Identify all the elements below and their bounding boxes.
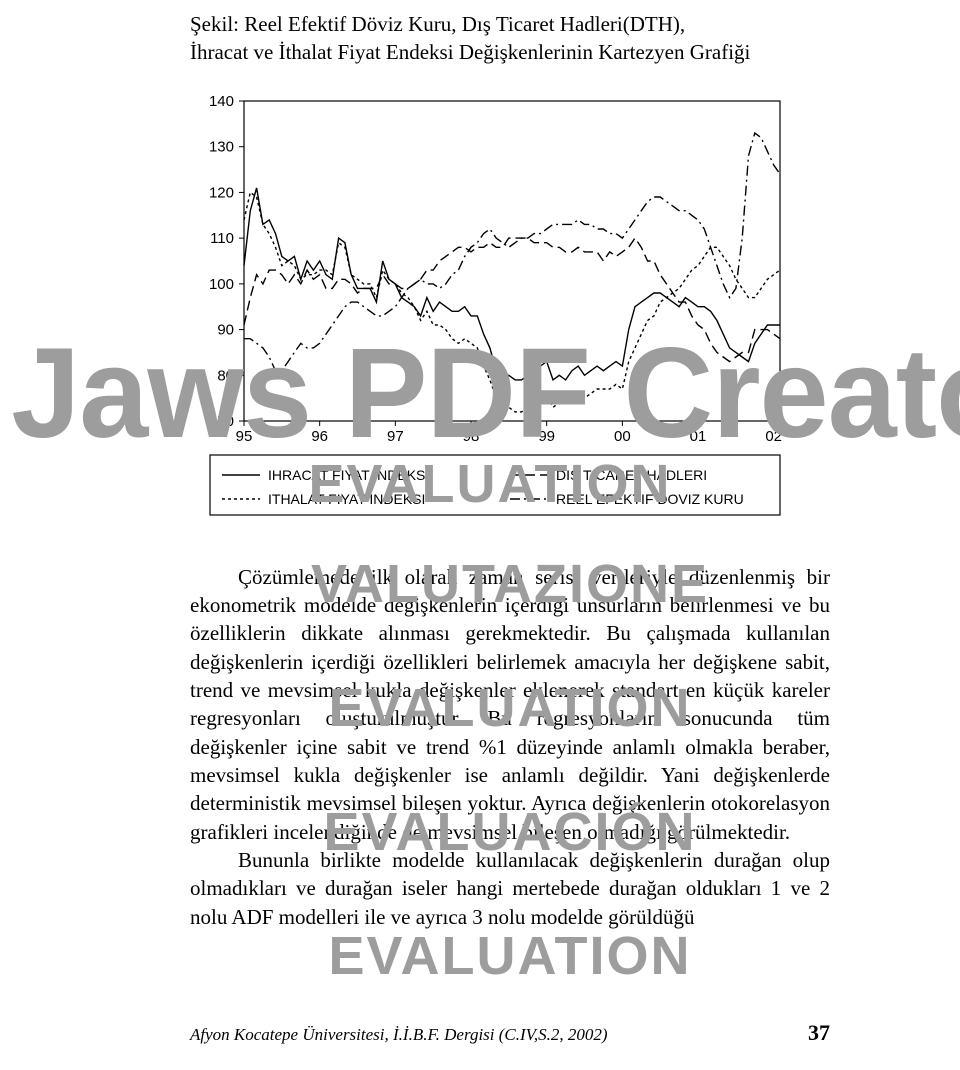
svg-text:97: 97: [387, 428, 404, 445]
svg-text:110: 110: [210, 230, 234, 247]
footer-journal: Afyon Kocatepe Üniversitesi, İ.İ.B.F. De…: [190, 1025, 608, 1045]
svg-text:120: 120: [209, 184, 234, 201]
caption-line-1: Şekil: Reel Efektif Döviz Kuru, Dış Tica…: [190, 12, 685, 36]
svg-text:70: 70: [217, 413, 234, 430]
caption-line-2: İhracat ve İthalat Fiyat Endeksi Değişke…: [190, 40, 750, 64]
svg-text:80: 80: [217, 367, 234, 384]
watermark-eval-5: EVALUATION: [329, 929, 692, 983]
svg-text:ITHALAT FIYAT INDEKSI: ITHALAT FIYAT INDEKSI: [268, 491, 425, 507]
footer: Afyon Kocatepe Üniversitesi, İ.İ.B.F. De…: [190, 1020, 830, 1046]
page: Şekil: Reel Efektif Döviz Kuru, Dış Tica…: [0, 0, 960, 1070]
line-chart: 70 80 90 100 110 120 130 140 95 96 97 98 99 00 01 02 IHR…: [190, 95, 790, 535]
svg-text:90: 90: [217, 321, 234, 338]
svg-text:140: 140: [209, 95, 234, 110]
paragraph-1: Çözümlemede ilk olarak zaman serisi veri…: [190, 563, 830, 846]
svg-text:REEL EFEKTIF DOVIZ KURU: REEL EFEKTIF DOVIZ KURU: [556, 491, 744, 507]
svg-text:99: 99: [538, 428, 555, 445]
svg-text:01: 01: [690, 428, 707, 445]
chart-container: 70 80 90 100 110 120 130 140 95 96 97 98 99 00 01 02 IHR…: [190, 95, 790, 535]
svg-text:98: 98: [463, 428, 480, 445]
svg-text:95: 95: [236, 428, 253, 445]
svg-text:00: 00: [614, 428, 631, 445]
footer-page-number: 37: [808, 1020, 830, 1046]
svg-text:DIS TICARET HADLERI: DIS TICARET HADLERI: [556, 467, 707, 483]
svg-text:96: 96: [311, 428, 328, 445]
svg-text:130: 130: [209, 138, 234, 155]
body-text: VALUTAZIONE EVALUATION EVALUACIÓN EVALUA…: [190, 563, 830, 931]
svg-text:02: 02: [765, 428, 782, 445]
paragraph-2: Bununla birlikte modelde kullanılacak de…: [190, 846, 830, 931]
svg-text:IHRACAT FIYAT INDEKSI: IHRACAT FIYAT INDEKSI: [268, 467, 429, 483]
svg-text:100: 100: [209, 276, 234, 293]
figure-caption: Şekil: Reel Efektif Döviz Kuru, Dış Tica…: [190, 10, 830, 67]
